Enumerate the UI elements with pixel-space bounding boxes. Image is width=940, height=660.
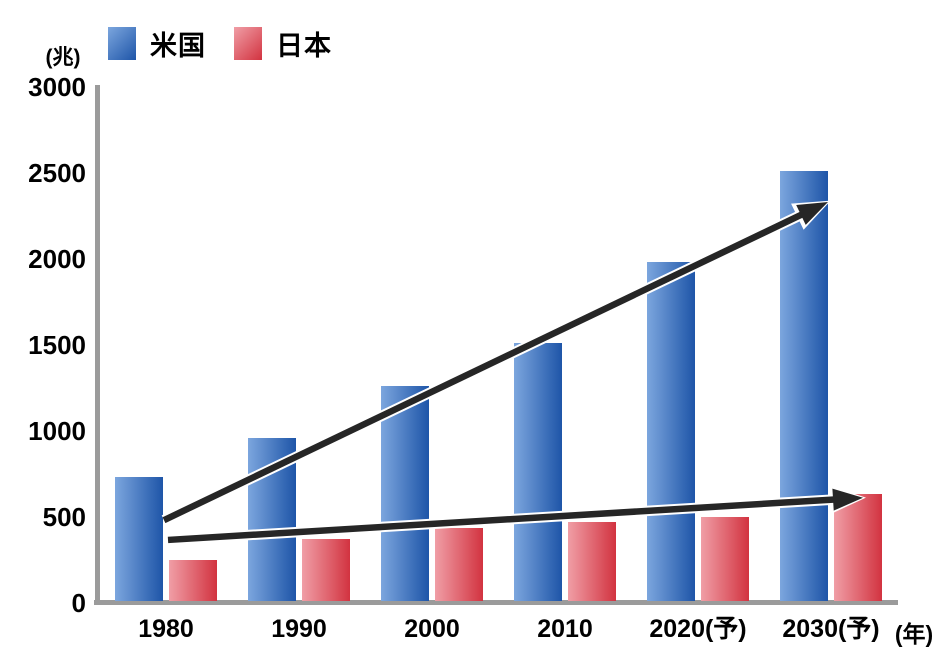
x-tick-label-1980: 1980 [138, 615, 194, 643]
bar-japan-2020(予) [701, 516, 749, 601]
x-axis-unit-label: (年) [894, 621, 934, 647]
bar-usa-1980 [115, 477, 163, 601]
bar-japan-1980 [169, 559, 217, 601]
bar-usa-2000 [381, 386, 429, 601]
y-tick-label: 3000 [28, 72, 86, 102]
x-tick-label-2030(予): 2030(予) [782, 615, 880, 643]
x-tick-label-2000: 2000 [404, 615, 460, 643]
legend-label-japan: 日本 [276, 31, 332, 61]
y-tick-label: 1000 [28, 416, 86, 446]
bar-japan-2030(予) [834, 494, 882, 601]
x-tick-label-2010: 2010 [537, 615, 593, 643]
y-tick-label: 500 [42, 502, 86, 532]
usa-trend-arrow-head [796, 201, 828, 225]
bar-japan-2010 [568, 521, 616, 601]
bar-japan-1990 [302, 539, 350, 601]
legend-swatch-usa-icon [108, 27, 136, 60]
y-tick-label: 2500 [28, 158, 86, 188]
japan-trend-arrow [167, 495, 842, 544]
legend-label-usa: 米国 [150, 31, 206, 61]
y-tick-label: 2000 [28, 244, 86, 274]
x-tick-label-2020(予): 2020(予) [649, 615, 747, 643]
japan-trend-arrow-head [832, 488, 863, 511]
bar-usa-2020(予) [647, 262, 695, 601]
y-tick-label: 1500 [28, 330, 86, 360]
bar-usa-2030(予) [780, 171, 828, 601]
y-tick-label: 0 [71, 588, 86, 618]
y-axis-line [95, 85, 100, 605]
y-axis-unit-label: (兆) [45, 46, 81, 69]
x-axis-line [94, 600, 898, 605]
x-tick-label-1990: 1990 [271, 615, 327, 643]
usa-trend-arrow [162, 208, 810, 524]
chart-legend: 米国 日本 [108, 24, 360, 63]
bar-japan-2000 [435, 527, 483, 601]
legend-swatch-japan-icon [234, 27, 262, 60]
bar-usa-2010 [514, 343, 562, 601]
